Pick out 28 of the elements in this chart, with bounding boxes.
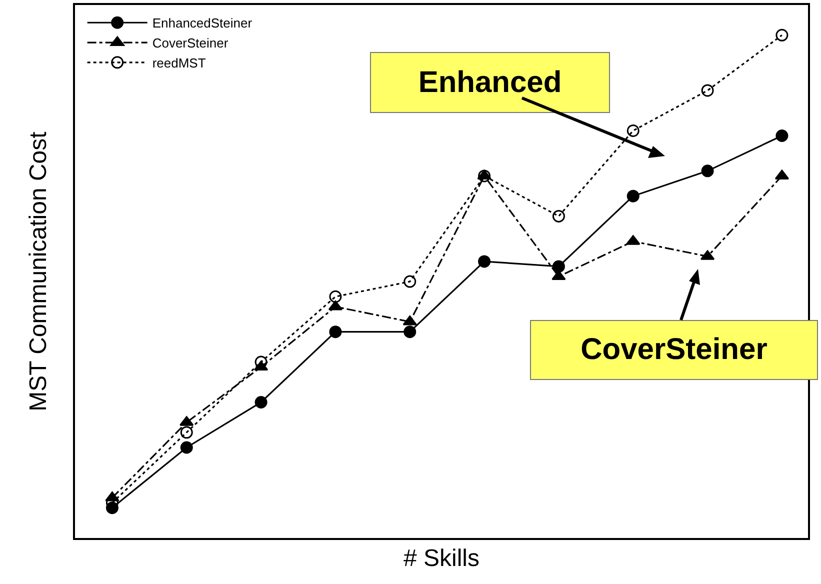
point — [776, 28, 788, 42]
legend-label: reedMST — [152, 55, 206, 70]
point — [254, 396, 268, 408]
y-axis-title: MST Communication Cost — [24, 131, 52, 412]
note-box: CoverSteiner — [530, 320, 818, 380]
point — [552, 210, 565, 222]
legend-label: CoverSteiner — [152, 36, 229, 51]
point — [478, 170, 491, 182]
point — [478, 255, 491, 268]
point — [552, 260, 565, 273]
point — [329, 290, 342, 303]
point — [626, 190, 640, 202]
point — [404, 326, 416, 338]
note-box: Enhanced — [370, 52, 610, 113]
legend-label: EnhancedSteiner — [152, 16, 253, 31]
annotation: CoverSteiner — [580, 333, 768, 367]
x-axis-title: # Skills — [403, 544, 480, 572]
point — [328, 300, 343, 310]
point — [626, 124, 640, 137]
point — [552, 270, 566, 280]
point — [701, 84, 714, 97]
annotation: Enhanced — [418, 66, 562, 100]
point — [404, 275, 416, 288]
point — [180, 441, 193, 454]
point — [776, 129, 788, 142]
point — [329, 326, 342, 338]
point — [180, 426, 193, 439]
point — [701, 164, 714, 178]
